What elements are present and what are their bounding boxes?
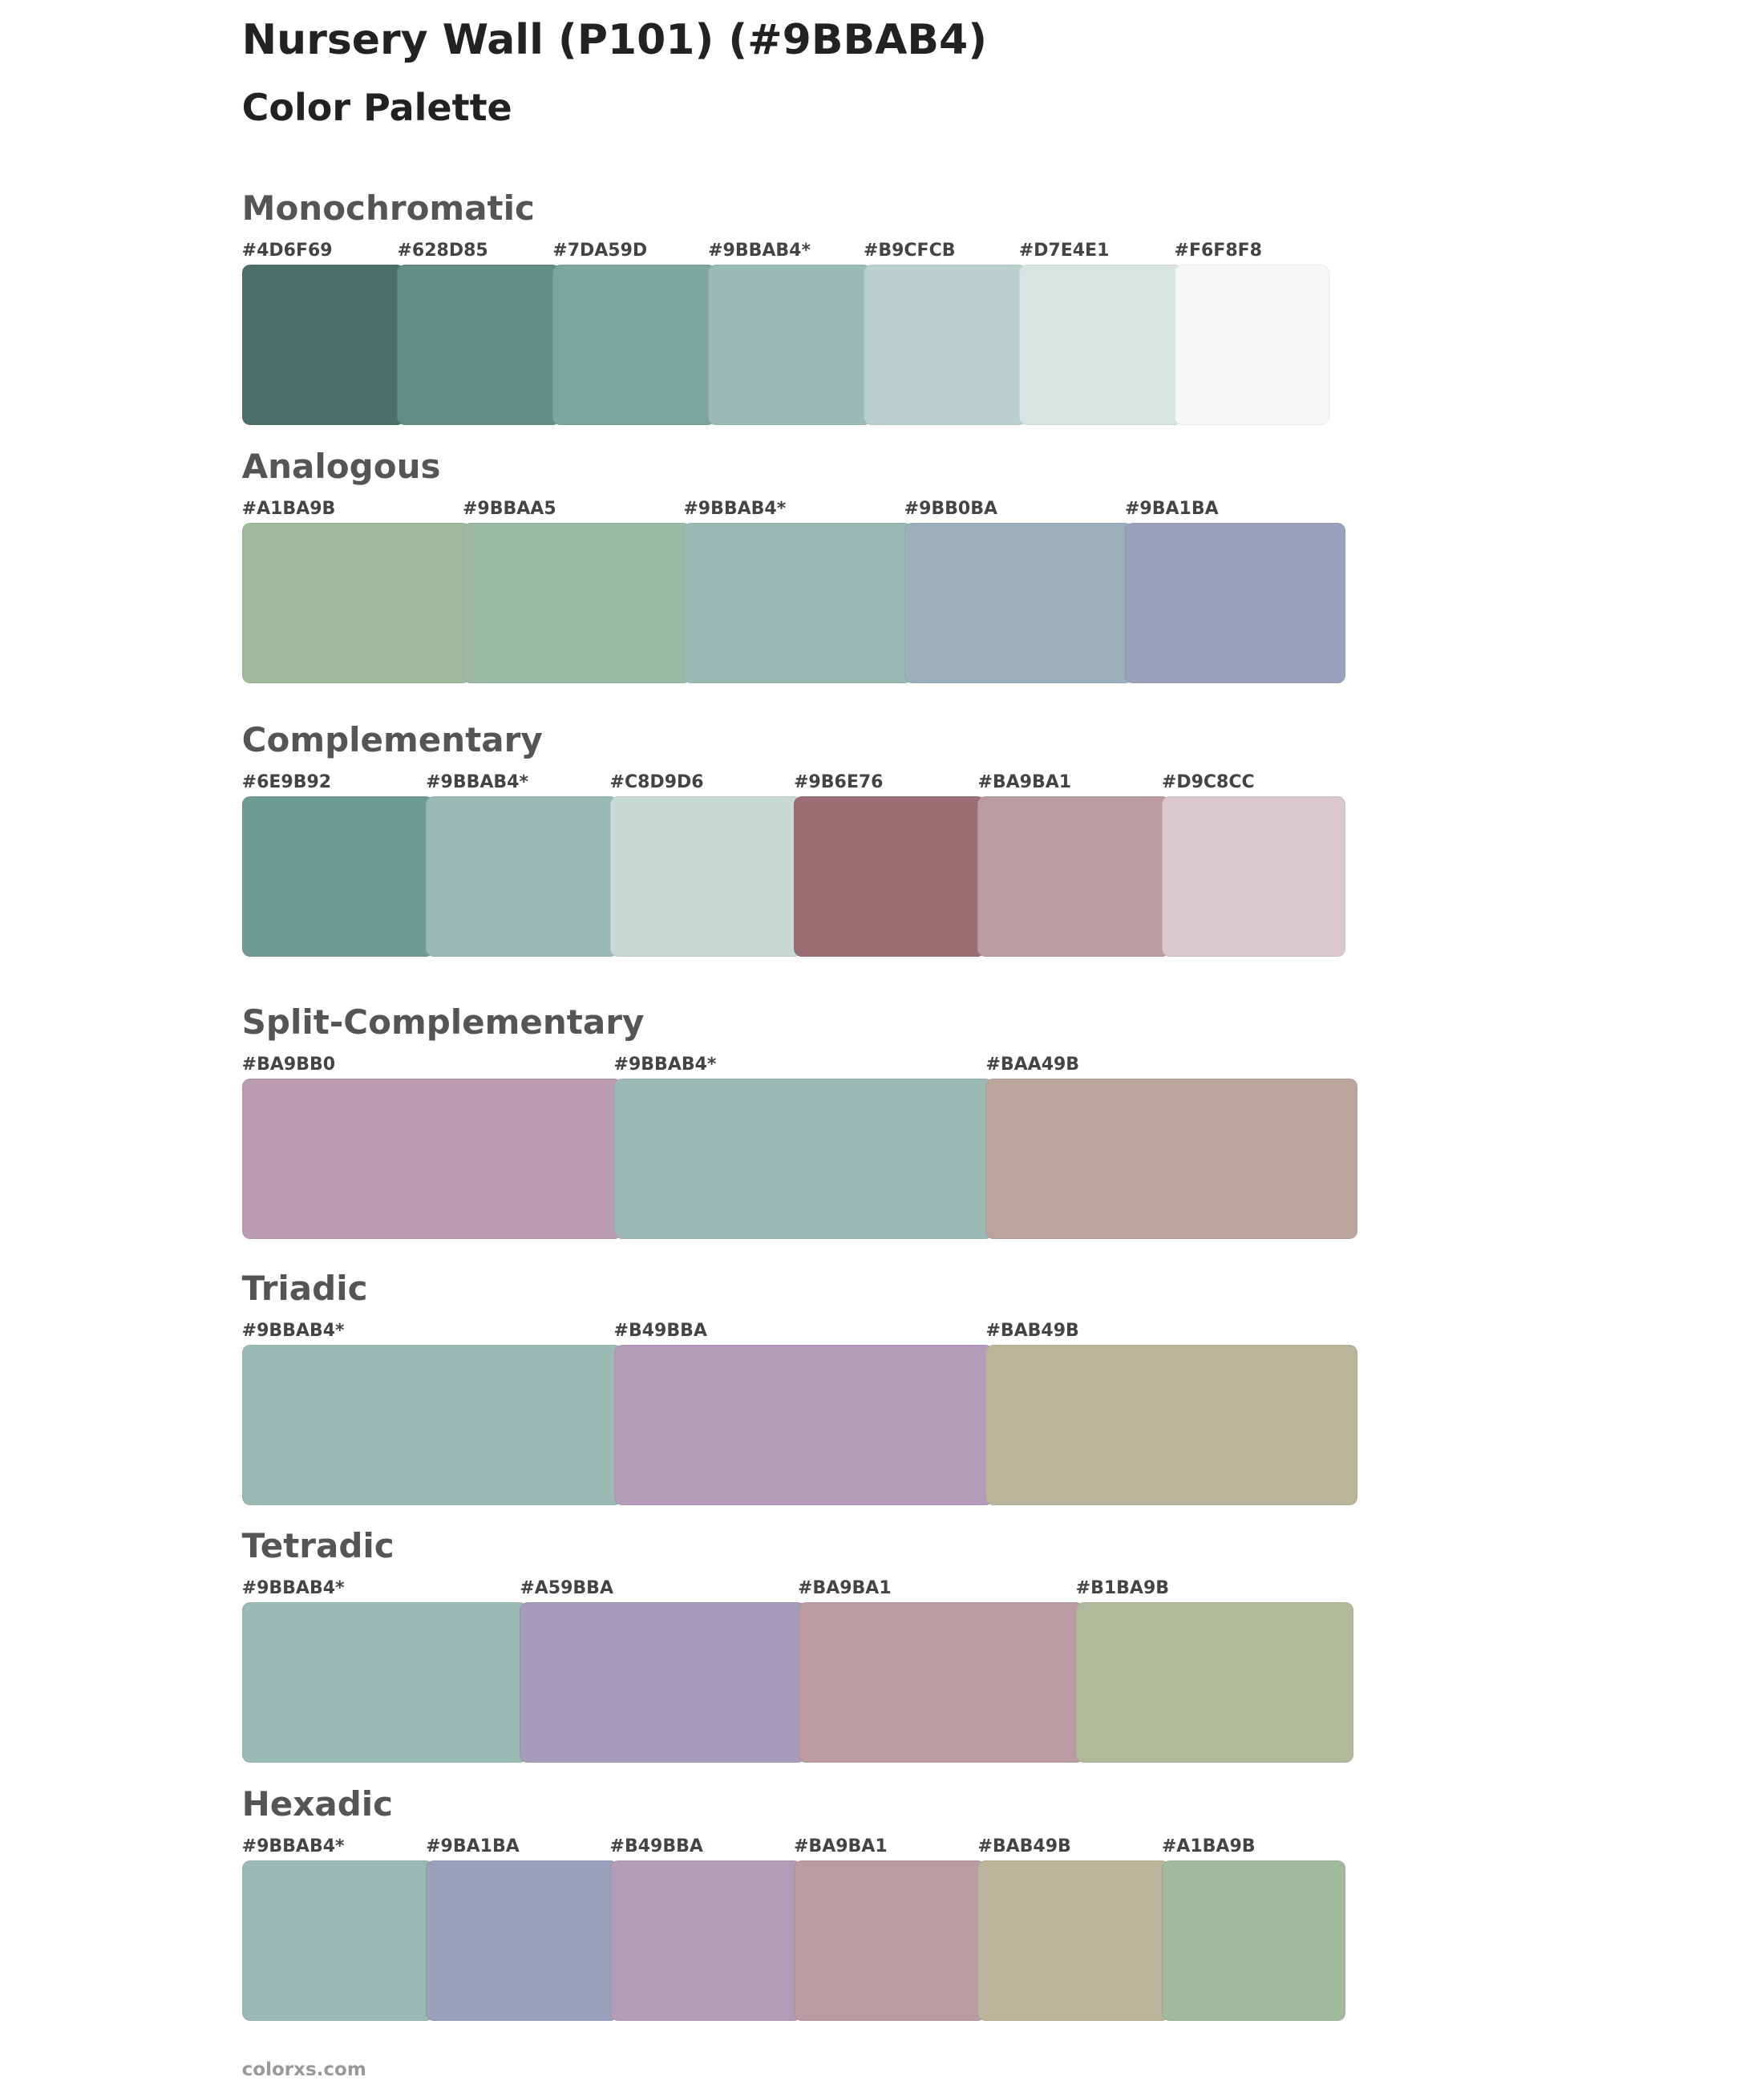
color-swatch <box>463 522 692 683</box>
swatch-label: #A1BA9B <box>241 498 336 519</box>
color-swatch <box>609 796 802 957</box>
color-swatch <box>708 265 872 425</box>
color-swatch <box>977 796 1170 957</box>
section-heading: Complementary <box>241 720 543 760</box>
swatch-label: #9BB0BA <box>904 498 998 519</box>
section-heading: Analogous <box>241 446 441 486</box>
color-swatch <box>1174 265 1330 425</box>
swatch-label: #628D85 <box>397 241 488 261</box>
color-swatch <box>241 1860 435 2021</box>
color-swatch <box>985 1344 1358 1505</box>
swatch-label: #B1BA9B <box>1075 1578 1170 1599</box>
color-swatch <box>1018 265 1183 425</box>
swatch-label: #9B6E76 <box>794 772 884 793</box>
swatch-label: #D9C8CC <box>1161 772 1255 793</box>
swatch-label: #9BBAB4* <box>708 241 811 261</box>
swatch-label: #9BBAA5 <box>463 498 556 519</box>
color-swatch <box>241 1602 528 1763</box>
color-swatch <box>613 1079 994 1239</box>
color-swatch <box>863 265 1027 425</box>
color-swatch <box>426 796 618 957</box>
swatch-label: #6E9B92 <box>241 772 332 793</box>
section-heading: Tetradic <box>241 1526 394 1566</box>
color-swatch <box>241 1344 622 1505</box>
swatch-label: #BAA49B <box>985 1055 1080 1075</box>
swatch-label: #F6F8F8 <box>1174 241 1262 261</box>
color-swatch <box>552 265 717 425</box>
color-swatch <box>426 1860 618 2021</box>
color-swatch <box>241 796 435 957</box>
color-swatch <box>904 522 1133 683</box>
swatch-label: #B49BBA <box>609 1836 703 1856</box>
footer-text: colorxs.com <box>241 2059 366 2081</box>
swatch-label: #9BBAB4* <box>241 1836 345 1856</box>
swatch-label: #7DA59D <box>552 241 648 261</box>
swatch-label: #BA9BA1 <box>977 772 1072 793</box>
color-swatch <box>397 265 561 425</box>
swatch-label: #BA9BB0 <box>241 1055 336 1075</box>
swatch-label: #C8D9D6 <box>609 772 704 793</box>
color-swatch <box>1125 522 1346 683</box>
swatch-label: #D7E4E1 <box>1018 241 1110 261</box>
swatch-label: #9BBAB4* <box>241 1578 345 1599</box>
swatch-label: #A59BBA <box>520 1578 613 1599</box>
color-swatch <box>794 796 986 957</box>
swatch-label: #9BBAB4* <box>683 498 787 519</box>
section-heading: Hexadic <box>241 1784 394 1824</box>
color-swatch <box>683 522 912 683</box>
color-swatch <box>1161 1860 1346 2021</box>
section-heading: Monochromatic <box>241 188 535 228</box>
section-heading: Triadic <box>241 1268 368 1308</box>
color-swatch <box>985 1079 1358 1239</box>
page-title: Nursery Wall (P101) (#9BBAB4) <box>241 16 987 64</box>
color-swatch <box>520 1602 806 1763</box>
swatch-label: #9BBAB4* <box>241 1320 345 1341</box>
swatch-label: #A1BA9B <box>1161 1836 1256 1856</box>
color-swatch <box>241 522 471 683</box>
swatch-label: #B9CFCB <box>863 241 956 261</box>
color-swatch <box>798 1602 1084 1763</box>
swatch-label: #BA9BA1 <box>794 1836 888 1856</box>
color-swatch <box>1161 796 1346 957</box>
swatch-label: #9BBAB4* <box>426 772 528 793</box>
swatch-label: #BAB49B <box>985 1320 1079 1341</box>
swatch-label: #BA9BA1 <box>798 1578 892 1599</box>
color-swatch <box>1075 1602 1354 1763</box>
swatch-label: #9BA1BA <box>1125 498 1219 519</box>
swatch-label: #BAB49B <box>977 1836 1071 1856</box>
swatch-label: #9BBAB4* <box>613 1055 717 1075</box>
section-heading: Split-Complementary <box>241 1002 645 1042</box>
page-subtitle: Color Palette <box>241 85 512 129</box>
swatch-label: #9BA1BA <box>426 1836 520 1856</box>
color-swatch <box>241 265 406 425</box>
swatch-label: #B49BBA <box>613 1320 707 1341</box>
color-swatch <box>794 1860 986 2021</box>
swatch-label: #4D6F69 <box>241 241 333 261</box>
color-swatch <box>609 1860 802 2021</box>
color-swatch <box>613 1344 994 1505</box>
color-swatch <box>241 1079 622 1239</box>
color-swatch <box>977 1860 1170 2021</box>
